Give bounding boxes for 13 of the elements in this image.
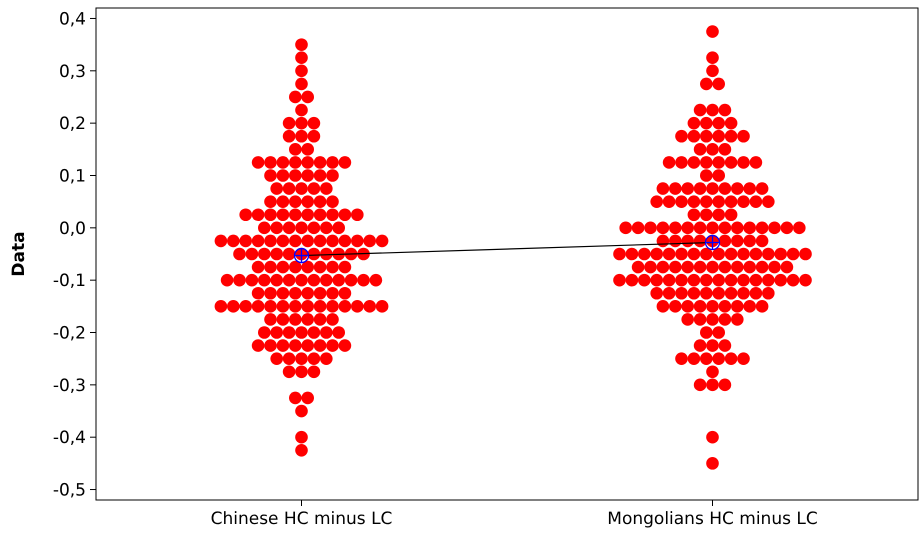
x-tick-label: Chinese HC minus LC bbox=[210, 509, 392, 529]
y-tick-label: 0,2 bbox=[58, 114, 86, 134]
y-tick-label: -0,4 bbox=[52, 428, 86, 448]
y-tick-label: -0,5 bbox=[52, 480, 86, 500]
x-tick-label: Mongolians HC minus LC bbox=[607, 509, 818, 529]
y-tick-label: 0,4 bbox=[58, 9, 86, 30]
y-tick-label: 0,1 bbox=[58, 166, 86, 186]
y-tick-label: -0,3 bbox=[52, 376, 86, 396]
y-tick-label: -0,1 bbox=[52, 271, 86, 292]
y-axis-title: Data bbox=[9, 231, 29, 277]
y-tick-label: 0,3 bbox=[58, 62, 86, 82]
y-tick-label: -0,2 bbox=[52, 323, 86, 344]
y-tick-label: 0,0 bbox=[58, 218, 86, 239]
